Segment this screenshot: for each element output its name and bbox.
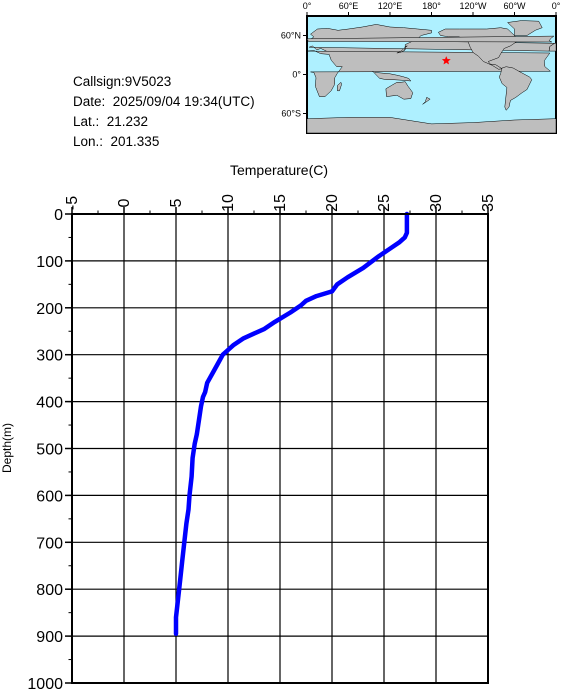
- longitude-text: Lon.: 201.335: [73, 134, 160, 149]
- y-tick-label: 0: [54, 207, 63, 224]
- map-lat-label: 60°N: [281, 31, 301, 41]
- x-tick-label: 15: [272, 194, 289, 212]
- callsign-text: Callsign:9V5023: [73, 74, 172, 89]
- date-text: Date: 2025/09/04 19:34(UTC): [73, 94, 255, 109]
- y-tick-labels: 0 100 200 300 400 500 600 700 800 900 1000: [27, 207, 63, 690]
- land-mass: [422, 96, 431, 105]
- map-lon-label: 120°W: [459, 1, 487, 11]
- land-mass: [507, 20, 543, 36]
- chart-grid: [71, 213, 489, 684]
- chart-ticks: [65, 207, 489, 684]
- land-mass: [306, 35, 555, 43]
- map-lat-label: 60°S: [281, 109, 301, 119]
- land-mass: [306, 117, 557, 134]
- land-mass: [548, 43, 557, 52]
- map-lon-label: 120°E: [378, 1, 403, 11]
- y-tick-label: 400: [36, 395, 63, 412]
- y-tick-label: 800: [36, 582, 63, 599]
- x-tick-labels: -5 0 5 10 15 20 25 30 35: [64, 194, 497, 212]
- land-mass: [385, 81, 414, 100]
- latitude-text: Lat.: 21.232: [73, 114, 149, 129]
- y-tick-label: 1000: [27, 676, 63, 690]
- map-lon-label: 180°: [422, 1, 441, 11]
- map-lon-label: 60°E: [339, 1, 359, 11]
- cast-info: Callsign:9V5023 Date: 2025/09/04 19:34(U…: [73, 72, 255, 152]
- y-tick-label: 100: [36, 254, 63, 271]
- y-tick-label: 200: [36, 301, 63, 318]
- x-tick-label: 30: [428, 194, 445, 212]
- map-lon-label: 0°: [552, 1, 561, 11]
- x-axis-title: Temperature(C): [230, 162, 328, 178]
- y-axis-title: Depth(m): [0, 423, 14, 473]
- y-tick-label: 700: [36, 535, 63, 552]
- x-tick-label: 5: [168, 198, 185, 207]
- x-tick-label: 25: [376, 194, 393, 212]
- y-tick-label: 900: [36, 629, 63, 646]
- x-tick-label: 35: [480, 194, 497, 212]
- y-tick-label: 600: [36, 488, 63, 505]
- land-mass: [306, 50, 552, 97]
- land-mass: [396, 45, 408, 54]
- map-land: [306, 20, 557, 134]
- map-lat-label: 0°: [292, 70, 301, 80]
- land-mass: [372, 71, 412, 82]
- x-tick-label: 0: [116, 198, 133, 207]
- x-tick-label: 20: [324, 194, 341, 212]
- map-lon-label: 60°W: [503, 1, 526, 11]
- land-mass: [499, 66, 533, 111]
- plot-frame: [71, 213, 489, 684]
- map-frame: [303, 12, 557, 114]
- map-lon-label: 0°: [303, 1, 312, 11]
- star-icon: [441, 55, 451, 65]
- land-mass: [337, 81, 342, 92]
- y-tick-label: 300: [36, 348, 63, 365]
- y-tick-label: 500: [36, 442, 63, 459]
- x-tick-label: -5: [64, 196, 81, 210]
- x-tick-label: 10: [220, 194, 237, 212]
- temperature-profile-line: [173, 211, 410, 637]
- map-labels: 0° 60°E 120°E 180° 120°W 60°W 0° 60°N 0° 60°S: [281, 1, 561, 119]
